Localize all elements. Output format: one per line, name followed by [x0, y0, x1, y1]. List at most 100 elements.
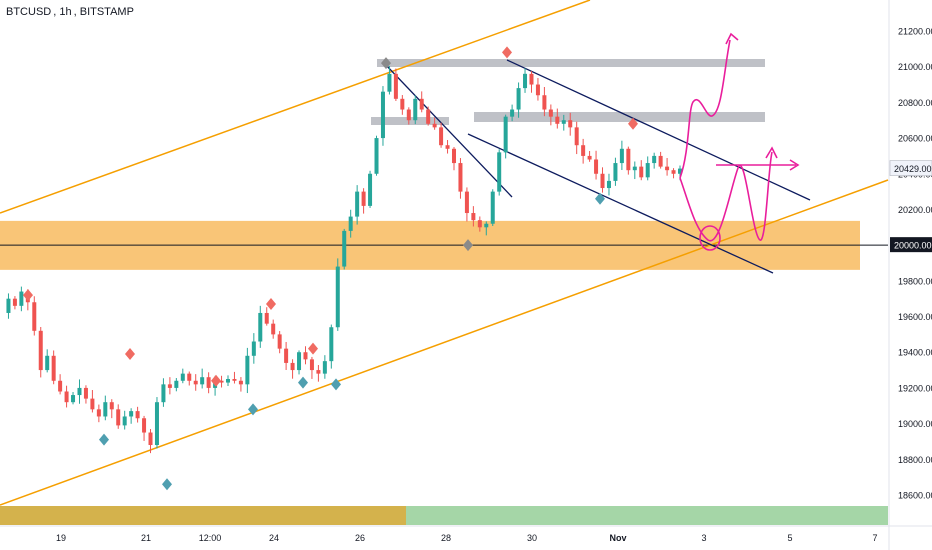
candle-body [426, 109, 431, 124]
candle-body [361, 191, 366, 206]
candle-body [652, 155, 657, 164]
pivot-high-marker [502, 46, 512, 59]
candle-body [439, 127, 444, 146]
resistance-zone-right [474, 112, 765, 122]
candle-body [555, 116, 560, 124]
candle-body [355, 191, 360, 217]
x-tick-label: 28 [441, 533, 451, 543]
pivot-low-marker [248, 403, 258, 416]
channel-lower-line [0, 179, 889, 506]
trend-line-3 [467, 133, 774, 274]
candle-body [90, 398, 95, 410]
candle-body [58, 380, 63, 392]
candle-body [258, 312, 263, 342]
candle-body [497, 152, 502, 192]
candle-body [348, 216, 353, 231]
candle-body [200, 377, 205, 385]
y-tick-label: 20600.00 [898, 134, 932, 144]
candle-body [322, 361, 327, 374]
candle-body [83, 387, 88, 399]
y-tick-label: 19800.00 [898, 276, 932, 286]
pivot-high-marker [23, 289, 33, 302]
candle-body [297, 352, 302, 371]
last-price-box [889, 160, 932, 176]
candle-body [594, 159, 599, 174]
candle-body [432, 123, 437, 128]
candle-body [238, 380, 243, 385]
y-tick-label: 18600.00 [898, 490, 932, 500]
candle-body [406, 109, 411, 121]
candle-body [187, 373, 192, 381]
candle-body [290, 362, 295, 371]
candle-body [32, 302, 37, 331]
candle-body [135, 411, 140, 419]
candle-body [626, 148, 631, 171]
candle-body [77, 387, 82, 396]
candle-body [167, 384, 172, 388]
candle-body [45, 355, 50, 371]
candle-body [19, 291, 24, 306]
channel-upper-line [0, 0, 591, 214]
candle-body [264, 312, 269, 324]
x-tick-label: 7 [872, 533, 877, 543]
candle-body [374, 138, 379, 174]
x-tick-label: 19 [56, 533, 66, 543]
projection-down-path [679, 151, 773, 242]
projection-up-arrow [725, 32, 739, 45]
chart-ticker: BTCUSD, 1h, BITSTAMP [6, 6, 134, 18]
last-price-label: 20429.00 [894, 164, 932, 174]
projection-up-path [679, 39, 731, 179]
candle-body [677, 168, 683, 174]
pivot-low-marker [162, 478, 172, 491]
candle-body [335, 266, 340, 328]
candle-body [419, 98, 424, 110]
pivot-high-marker [266, 298, 276, 311]
candle-body [516, 88, 521, 110]
candle-body [503, 116, 508, 153]
candle-body [568, 120, 573, 128]
pivot-low-marker [463, 239, 473, 252]
candle-body [251, 341, 256, 356]
pivot-low-marker [331, 378, 341, 391]
candle-body [484, 223, 489, 228]
candle-body [368, 173, 373, 206]
pivot-high-marker [381, 57, 391, 70]
candle-body [329, 327, 334, 362]
candle-body [6, 298, 11, 313]
level-price-box [890, 237, 932, 253]
candle-body [451, 148, 457, 164]
projection-horizontal-arrow [789, 159, 800, 171]
candle-body [535, 84, 540, 96]
y-tick-label: 21000.00 [898, 62, 932, 72]
candle-body [574, 127, 579, 146]
candle-body [219, 380, 224, 383]
candle-body [464, 191, 469, 214]
y-tick-label: 21200.00 [898, 27, 932, 37]
candle-body [490, 191, 495, 224]
candle-body [245, 355, 250, 385]
candle-body [109, 402, 114, 410]
candle-body [671, 170, 676, 174]
candle-body [174, 380, 179, 388]
candle-body [561, 120, 566, 124]
candle-body [154, 402, 159, 446]
candle-body [316, 370, 321, 374]
candle-body [116, 409, 121, 426]
y-tick-label: 20200.00 [898, 205, 932, 215]
candle-body [342, 230, 347, 267]
candle-body [639, 166, 644, 178]
candle-body [581, 145, 586, 156]
x-tick-label: 12:00 [199, 533, 222, 543]
candle-body [658, 155, 663, 167]
candle-body [645, 163, 650, 178]
pivot-low-marker [298, 376, 308, 389]
y-tick-label: 19400.00 [898, 348, 932, 358]
x-tick-label: 30 [527, 533, 537, 543]
candle-body [393, 73, 398, 99]
candle-body [142, 418, 147, 433]
candle-body [587, 155, 592, 160]
pivot-high-marker [125, 348, 135, 361]
projection-target-circle [699, 225, 721, 251]
pivot-high-marker [628, 117, 638, 130]
